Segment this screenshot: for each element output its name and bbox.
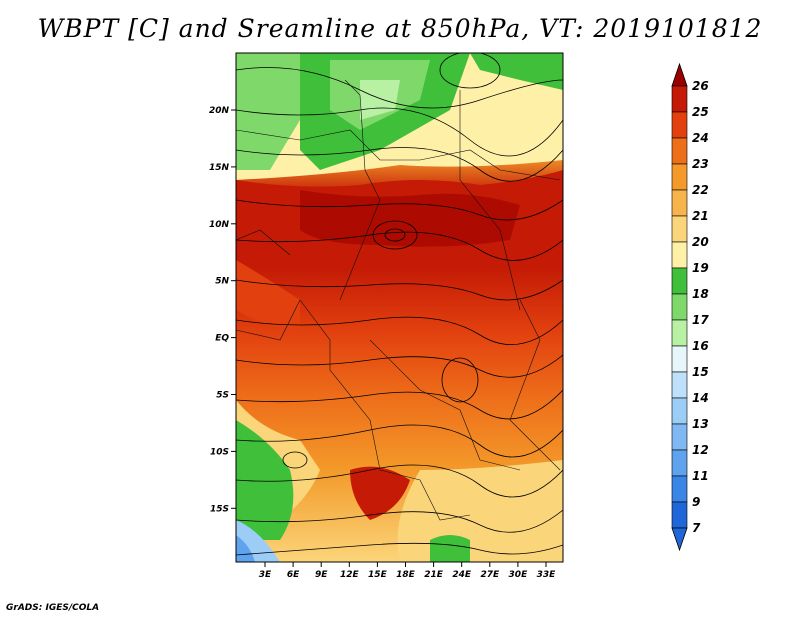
colorbar-label: 17 xyxy=(692,313,709,327)
colorbar-bottom-arrow xyxy=(671,527,688,552)
colorbar-label: 7 xyxy=(692,521,701,535)
colorbar-label: 11 xyxy=(692,469,709,483)
lat-tick-label: 10N xyxy=(209,220,230,230)
colorbar-swatch xyxy=(671,371,688,399)
lon-tick-label: 30E xyxy=(509,570,529,580)
country-borders xyxy=(236,79,561,521)
lon-tick-label: 15E xyxy=(368,570,388,580)
colorbar-swatch xyxy=(671,293,688,321)
colorbar-label: 21 xyxy=(692,209,709,223)
lon-tick-label: 12E xyxy=(340,570,360,580)
colorbar-top-arrow xyxy=(671,62,688,87)
colorbar-swatch xyxy=(671,501,688,529)
colorbar-label: 9 xyxy=(692,495,700,509)
colorbar-label: 25 xyxy=(692,105,709,119)
colorbar-label: 24 xyxy=(692,131,709,145)
colorbar-swatch xyxy=(671,111,688,139)
colorbar-label: 12 xyxy=(692,443,709,457)
colorbar-swatch xyxy=(671,85,688,113)
lon-tick-label: 3E xyxy=(259,570,272,580)
lon-tick-label: 9E xyxy=(315,570,328,580)
colorbar-swatch xyxy=(671,423,688,451)
lat-tick-label: 5N xyxy=(215,277,229,287)
colorbar-swatch xyxy=(671,241,688,269)
lat-tick-label: 5S xyxy=(216,391,229,401)
colorbar-swatch xyxy=(671,215,688,243)
lon-axis: 3E 6E 9E 12E 15E 18E 21E 24E 27E 30E 33E xyxy=(259,562,556,580)
colorbar-swatch xyxy=(671,189,688,217)
colorbar: 26 25 24 23 22 21 20 19 18 17 16 15 14 13 12 11 9 7 xyxy=(671,62,709,552)
colorbar-label: 15 xyxy=(692,365,709,379)
colorbar-label: 19 xyxy=(692,261,709,275)
lat-tick-label: EQ xyxy=(215,334,229,344)
colorbar-label: 23 xyxy=(692,157,709,171)
colorbar-label: 18 xyxy=(692,287,709,301)
colorbar-swatch xyxy=(671,137,688,165)
colorbar-label: 26 xyxy=(692,79,709,93)
colorbar-swatch xyxy=(671,267,688,295)
colorbar-swatch xyxy=(671,319,688,347)
lon-tick-label: 24E xyxy=(452,570,472,580)
colorbar-label: 14 xyxy=(692,391,709,405)
colorbar-label: 16 xyxy=(692,339,709,353)
streamlines xyxy=(236,53,563,556)
wbpt-field xyxy=(236,53,563,562)
colorbar-swatch xyxy=(671,449,688,477)
lat-tick-label: 15S xyxy=(210,504,229,514)
map-title: WBPT [C] and Sreamline at 850hPa, VT: 20… xyxy=(37,14,763,43)
lat-tick-label: 15N xyxy=(209,163,230,173)
lat-axis: 20N 15N 10N 5N EQ 5S 10S 15S xyxy=(209,106,236,514)
lon-tick-label: 18E xyxy=(396,570,416,580)
lon-tick-label: 6E xyxy=(287,570,300,580)
colorbar-label: 22 xyxy=(692,183,709,197)
colorbar-swatch xyxy=(671,475,688,503)
colorbar-swatch xyxy=(671,345,688,373)
map-frame xyxy=(235,52,564,563)
colorbar-swatch xyxy=(671,163,688,191)
lon-tick-label: 21E xyxy=(424,570,444,580)
footer-credit: GrADS: IGES/COLA xyxy=(6,603,100,613)
lat-tick-label: 10S xyxy=(210,447,229,457)
colorbar-label: 20 xyxy=(692,235,709,249)
colorbar-swatch xyxy=(671,397,688,425)
lat-tick-label: 20N xyxy=(209,106,230,116)
colorbar-label: 13 xyxy=(692,417,709,431)
lon-tick-label: 27E xyxy=(480,570,500,580)
lon-tick-label: 33E xyxy=(537,570,557,580)
